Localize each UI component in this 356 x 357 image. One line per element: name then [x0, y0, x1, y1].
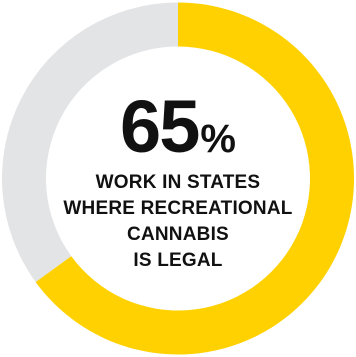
caption-line-1: WORK IN STATES	[95, 171, 261, 193]
caption-line-2: WHERE RECREATIONAL	[63, 197, 293, 219]
caption-line-3: CANNABIS	[127, 223, 229, 245]
donut-slice-2	[2, 2, 178, 282]
caption-line-4: IS LEGAL	[133, 249, 223, 271]
chart-caption: WORK IN STATES WHERE RECREATIONAL CANNAB…	[63, 170, 292, 274]
percentage-value: 65%	[120, 89, 236, 164]
percentage-number: 65	[120, 84, 200, 168]
percent-sign: %	[200, 116, 236, 161]
